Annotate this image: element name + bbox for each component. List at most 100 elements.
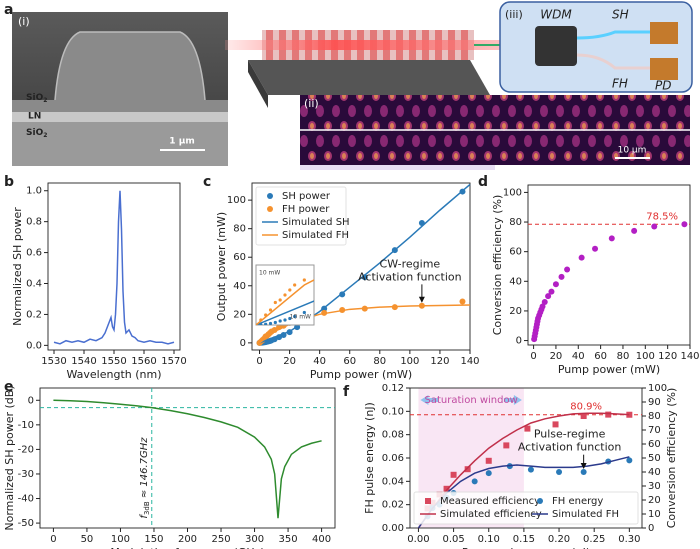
layer-label: SiO2: [26, 93, 47, 104]
y-tick-label: 80: [509, 217, 522, 228]
y-axis-label: Conversion efficiency (%): [491, 195, 504, 336]
legend-label: SH power: [282, 191, 331, 202]
panel-label: f: [343, 384, 350, 400]
detector: [650, 58, 678, 80]
data-point: [450, 471, 457, 478]
data-point: [278, 319, 282, 323]
data-point: [264, 322, 268, 325]
annotation: Activation function: [518, 441, 622, 454]
x-tick-label: 0.30: [618, 534, 640, 545]
y2-tick-label: 80: [648, 411, 661, 422]
x-tick-label: 0.15: [513, 534, 535, 545]
legend-swatch: [537, 498, 543, 504]
annotation: Pulse-regime: [534, 428, 606, 441]
data-point: [580, 469, 587, 475]
x-tick-label: 140: [680, 351, 699, 362]
image-label: (ii): [304, 97, 319, 110]
y-tick-label: 0.04: [382, 476, 404, 487]
data-point: [459, 298, 466, 305]
y-tick-label: 0.8: [26, 217, 42, 228]
legend-swatch: [267, 206, 273, 212]
x-tick-label: 60: [343, 356, 356, 367]
y-tick-label: 40: [233, 281, 246, 292]
y-tick-label: 0.2: [26, 309, 42, 320]
y-axis-label: Output power (mW): [215, 212, 228, 321]
y-tick-label: 0.4: [26, 279, 42, 290]
y-tick-label: 1.0: [26, 186, 42, 197]
detector: [650, 22, 678, 44]
series-line: [53, 399, 322, 519]
data-point: [485, 457, 492, 464]
sh-label: SH: [612, 8, 629, 22]
y-tick-label: 0: [28, 395, 34, 406]
reference-label: 80.9%: [570, 402, 602, 413]
inset-label: 10 mW: [290, 314, 311, 321]
y-tick-label: 60: [233, 252, 246, 263]
image-label: (iii): [505, 8, 523, 21]
x-tick-label: 250: [211, 534, 230, 545]
y2-tick-label: 20: [648, 495, 661, 506]
data-point: [580, 413, 587, 419]
y2-tick-label: 10: [648, 509, 661, 520]
data-point: [464, 466, 471, 473]
data-point: [541, 299, 548, 306]
data-point: [268, 308, 273, 312]
y-tick-label: 0.06: [382, 453, 404, 464]
x-tick-label: 400: [312, 534, 331, 545]
x-tick-label: 0.10: [478, 534, 500, 545]
data-point: [558, 273, 565, 280]
pd-label: PD: [655, 79, 671, 93]
data-point: [302, 310, 306, 315]
legend-label: Simulated SH: [282, 217, 350, 228]
annotation: f3dB ≈ 146.7GHz: [139, 437, 151, 519]
data-point: [681, 221, 688, 228]
data-point: [552, 421, 559, 428]
annotation-arrowhead: [418, 296, 425, 303]
x-axis-label: Wavelength (nm): [66, 368, 161, 381]
y2-tick-label: 70: [648, 425, 661, 436]
x-tick-label: 40: [572, 351, 585, 362]
scale-label: 10 μm: [618, 146, 647, 156]
y-tick-label: 0.0: [26, 340, 42, 351]
y-tick-label: 60: [509, 247, 522, 258]
annotation: Activation function: [358, 270, 462, 283]
x-tick-label: 0.25: [583, 534, 605, 545]
annotation-subscript: 3dB: [143, 501, 151, 515]
y2-tick-label: 40: [648, 467, 661, 478]
y2-tick-label: 50: [648, 453, 661, 464]
y-tick-label: -30: [18, 469, 34, 480]
data-point: [283, 318, 287, 322]
light-beam: [225, 40, 500, 50]
x-tick-label: 0: [530, 351, 536, 362]
annotation: CW-regime: [380, 257, 441, 270]
x-axis-label: Pump pulse energy (nJ): [462, 546, 590, 549]
x-tick-label: 1530: [41, 356, 66, 367]
data-point: [302, 278, 306, 282]
y-tick-label: 40: [509, 276, 522, 287]
x-axis-label: Pump power (mW): [558, 363, 660, 376]
layer-label: SiO2: [26, 128, 47, 139]
legend-label: Simulated FH: [552, 509, 619, 520]
panel-label: e: [4, 379, 14, 395]
y-tick-label: 0.00: [382, 523, 404, 534]
y2-tick-label: 0: [648, 523, 654, 534]
device-base: [248, 60, 490, 95]
data-point: [273, 320, 277, 325]
panel-a: a (i) SiO2 LN SiO2 1 μm (ii) 10 μm (iii)…: [4, 1, 693, 170]
y2-axis-label: Conversion efficiency (%): [665, 388, 678, 529]
layer-text: SiO: [26, 128, 44, 138]
data-point: [608, 235, 615, 242]
x-tick-label: 300: [245, 534, 264, 545]
x-tick-label: 100: [636, 351, 655, 362]
data-point: [578, 254, 585, 261]
data-point: [556, 469, 563, 475]
panel-label: a: [4, 2, 13, 18]
y-axis-label: FH pulse energy (nJ): [363, 402, 376, 514]
x-tick-label: 140: [460, 356, 479, 367]
series-line: [417, 456, 630, 529]
reference-label: 78.5%: [646, 211, 678, 222]
sem-ridge: [12, 32, 228, 112]
wdm-block: [535, 26, 577, 66]
